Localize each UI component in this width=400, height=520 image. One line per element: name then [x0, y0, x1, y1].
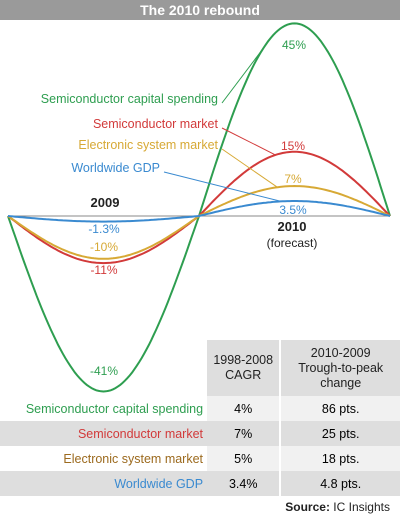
data-label: -10% — [90, 240, 118, 254]
row-cagr: 5% — [207, 446, 282, 471]
header-cagr-line2: CAGR — [225, 368, 262, 382]
table-row: Electronic system market 5% 18 pts. — [0, 446, 400, 471]
row-label: Semiconductor market — [0, 421, 208, 446]
header-change-line1: 2010-2009 — [310, 345, 371, 360]
row-change: 25 pts. — [280, 421, 400, 446]
table-row: Semiconductor market 7% 25 pts. — [0, 421, 400, 446]
table-row: Worldwide GDP 3.4% 4.8 pts. — [0, 471, 400, 496]
row-label: Semiconductor capital spending — [25, 401, 204, 416]
legend-label: Semiconductor market — [93, 117, 219, 131]
value-labels: -41% 45% -11% 15% -10% 7% -1.3% 3.5% — [88, 38, 307, 378]
header-change: 2010-2009 Trough-to-peak change — [280, 340, 400, 396]
data-label: 15% — [281, 139, 305, 153]
series-line — [7, 184, 391, 260]
header-cagr: 1998-2008 CAGR — [207, 340, 282, 396]
legend-leader — [221, 148, 278, 188]
x-sublabel-forecast: (forecast) — [267, 236, 318, 250]
series-line — [7, 150, 391, 265]
row-cagr: 7% — [207, 421, 282, 446]
source-note: Source: IC Insights — [285, 500, 390, 514]
chart-title: The 2010 rebound — [0, 0, 400, 20]
growth-table: 1998-2008 CAGR 2010-2009 Trough-to-peak … — [0, 340, 400, 496]
legend-leader — [163, 171, 282, 202]
data-label: -1.3% — [88, 222, 120, 236]
legend-leader — [221, 127, 276, 156]
data-label: 7% — [284, 172, 302, 186]
series-legend: Semiconductor capital spending Semiconduc… — [41, 92, 219, 175]
legend-leader-lines — [163, 34, 282, 202]
table-corner — [0, 340, 207, 396]
source-label: Source: — [285, 500, 330, 514]
row-cagr: 4% — [207, 396, 282, 421]
series-curves — [7, 22, 391, 393]
row-label: Electronic system market — [63, 451, 204, 466]
x-label-2009: 2009 — [91, 195, 120, 210]
legend-label: Electronic system market — [78, 138, 218, 152]
legend-label: Worldwide GDP — [71, 161, 160, 175]
table-row: Semiconductor capital spending 4% 86 pts… — [0, 396, 400, 421]
source-text: IC Insights — [333, 500, 390, 514]
row-change: 18 pts. — [280, 446, 400, 471]
table-header-row: 1998-2008 CAGR 2010-2009 Trough-to-peak … — [0, 340, 400, 396]
header-change-line3: change — [320, 375, 362, 390]
data-label: 45% — [282, 38, 306, 52]
row-change: 4.8 pts. — [280, 471, 400, 496]
header-cagr-line1: 1998-2008 — [213, 353, 274, 367]
row-cagr: 3.4% — [207, 471, 282, 496]
series-line — [7, 200, 391, 223]
rebound-chart: Semiconductor capital spending Semiconduc… — [7, 22, 391, 393]
data-label: -11% — [90, 263, 117, 277]
row-change: 86 pts. — [280, 396, 400, 421]
header-change-line2: Trough-to-peak — [298, 360, 384, 375]
row-label: Worldwide GDP — [0, 471, 208, 496]
legend-leader — [221, 34, 274, 104]
data-label: -41% — [90, 364, 118, 378]
series-line — [7, 22, 391, 393]
legend-label: Semiconductor capital spending — [41, 92, 218, 106]
data-label: 3.5% — [279, 203, 307, 217]
x-label-2010: 2010 — [278, 219, 307, 234]
